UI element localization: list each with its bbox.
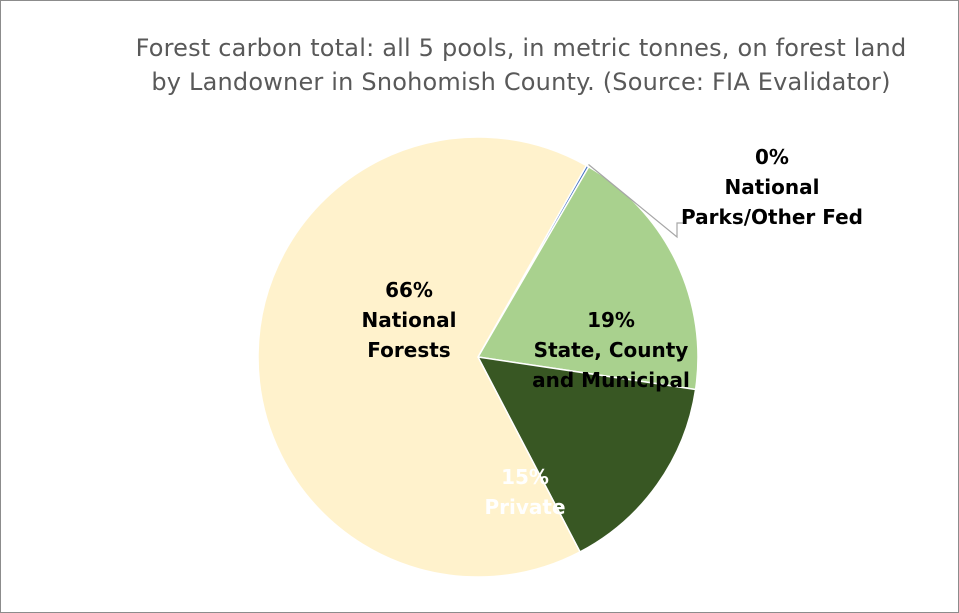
data-label-category: Private <box>484 495 565 519</box>
data-label-national-parks-other-fed: 0% National Parks/Other Fed <box>681 145 863 229</box>
pie-slice-state-county-and-municipal <box>476 165 699 391</box>
data-label-category: National <box>725 175 820 199</box>
pie-slice-national-forests <box>257 136 588 578</box>
data-label-percent: 15% <box>501 465 549 489</box>
data-label-category: National <box>362 308 457 332</box>
leader-line <box>588 164 685 239</box>
data-label-category: State, County <box>534 338 689 362</box>
data-label-category: Forests <box>367 338 450 362</box>
data-label-private: 15% Private <box>484 465 565 519</box>
data-label-percent: 66% <box>385 278 433 302</box>
chart-title: Forest carbon total: all 5 pools, in met… <box>101 31 941 99</box>
chart-title-line-2: by Landowner in Snohomish County. (Sourc… <box>151 68 891 96</box>
pie-slice-private <box>476 356 697 553</box>
data-label-category: Parks/Other Fed <box>681 205 863 229</box>
data-label-percent: 0% <box>755 145 789 169</box>
chart-title-line-1: Forest carbon total: all 5 pools, in met… <box>135 34 907 62</box>
data-label-state-county-and-municipal: 19% State, County and Municipal <box>532 308 690 392</box>
data-label-percent: 19% <box>587 308 635 332</box>
data-label-national-forests: 66% National Forests <box>362 278 457 362</box>
data-label-category: and Municipal <box>532 368 690 392</box>
